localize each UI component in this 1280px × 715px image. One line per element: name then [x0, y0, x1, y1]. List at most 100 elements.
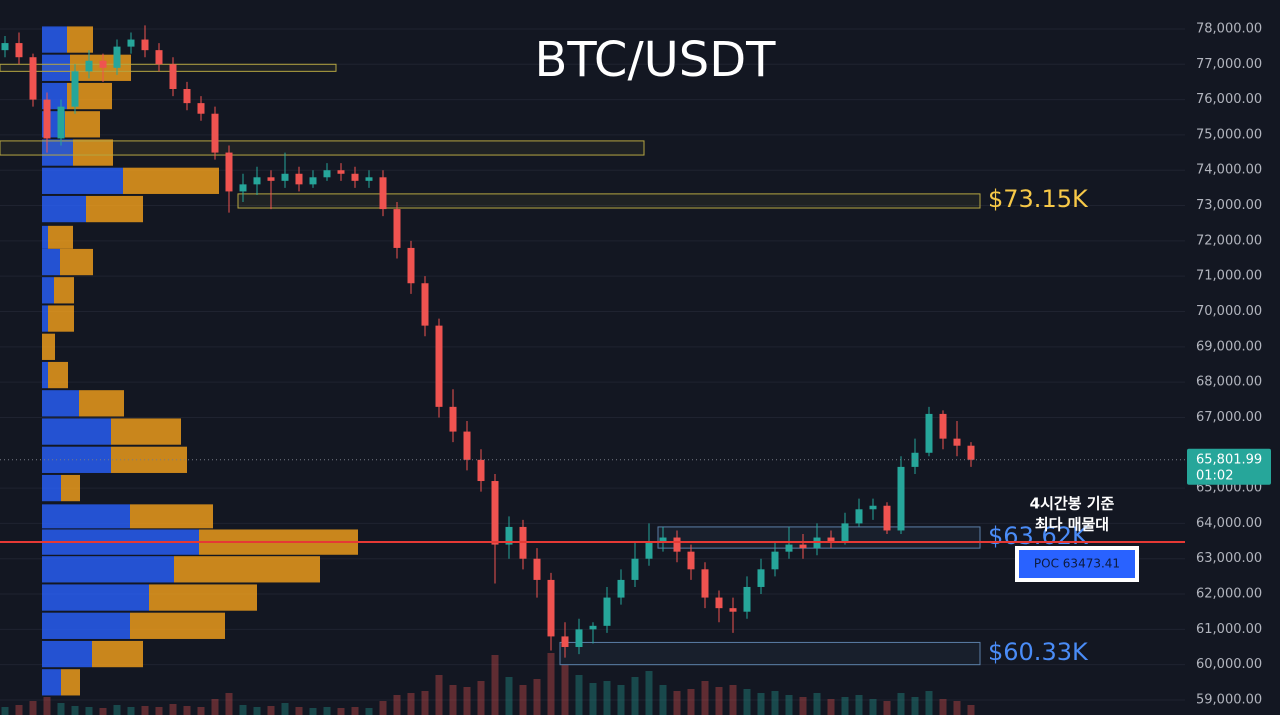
candle-body: [449, 406, 457, 432]
profile-buy: [42, 669, 61, 696]
profile-sell: [67, 26, 93, 53]
volume-bar: [827, 699, 835, 715]
candle-body: [491, 481, 499, 545]
current-price-label: 65,801.99: [1196, 452, 1262, 467]
zone-box: [0, 63, 337, 72]
profile-buy: [42, 167, 123, 194]
volume-bar: [589, 683, 597, 715]
candle-body: [337, 170, 345, 174]
candle-body: [15, 43, 23, 58]
y-tick-label: 76,000.00: [1196, 92, 1262, 107]
volume-bar: [141, 706, 149, 715]
volume-bar: [855, 695, 863, 715]
candle-body: [855, 509, 863, 524]
volume-bar: [169, 704, 177, 715]
candle-body: [897, 466, 905, 531]
profile-buy: [42, 305, 48, 332]
y-tick-label: 74,000.00: [1196, 163, 1262, 178]
profile-buy: [42, 54, 70, 81]
profile-buy: [42, 640, 92, 668]
volume-bar: [393, 695, 401, 715]
profile-sell: [54, 277, 74, 304]
volume-bar: [253, 707, 261, 715]
volume-bar: [883, 701, 891, 715]
volume-bar: [127, 707, 135, 715]
volume-bar: [785, 695, 793, 715]
y-tick-label: 68,000.00: [1196, 375, 1262, 390]
volume-bar: [687, 689, 695, 715]
candle-body: [309, 177, 317, 185]
volume-bar: [463, 687, 471, 715]
profile-sell: [61, 669, 80, 696]
candle-body: [687, 551, 695, 570]
candle-body: [57, 106, 65, 139]
profile-buy: [42, 277, 54, 304]
candle-body: [71, 71, 79, 107]
profile-sell: [65, 111, 100, 138]
y-tick-label: 70,000.00: [1196, 304, 1262, 319]
zones: $73.15K $63.62K $60.33K: [0, 63, 1089, 666]
volume-bar: [351, 707, 359, 715]
candle-body: [85, 60, 93, 72]
volume-bar: [71, 706, 79, 715]
profile-sell: [48, 361, 68, 389]
volume-bar: [239, 705, 247, 715]
profile-buy: [42, 195, 86, 223]
profile-sell: [92, 640, 143, 668]
candle-body: [197, 103, 205, 114]
candle-body: [953, 438, 961, 446]
profile-sell: [130, 504, 213, 529]
volume-bar: [365, 708, 373, 715]
candle-body: [127, 39, 135, 47]
countdown: 01:02: [1196, 468, 1233, 483]
candle-body: [757, 569, 765, 587]
profile-sell: [123, 167, 219, 194]
volume-bar: [267, 706, 275, 715]
annotation: 4시간봉 기준: [1030, 495, 1115, 513]
y-tick-label: 72,000.00: [1196, 233, 1262, 248]
candle-body: [351, 173, 359, 181]
profile-buy: [42, 361, 48, 389]
zone-label: $63.62K: [988, 522, 1089, 550]
candle-body: [379, 177, 387, 210]
y-tick-label: 59,000.00: [1196, 692, 1262, 707]
profile-sell: [48, 305, 74, 332]
volume-bar: [659, 685, 667, 715]
volume-bar: [911, 697, 919, 715]
volume-bar: [897, 693, 905, 715]
candle-body: [99, 60, 107, 68]
candle-body: [547, 579, 555, 637]
candle-body: [407, 247, 415, 284]
profile-buy: [42, 474, 61, 502]
candle-body: [281, 173, 289, 181]
candle-body: [267, 177, 275, 181]
y-tick-label: 67,000.00: [1196, 410, 1262, 425]
volume-bar: [225, 693, 233, 715]
volume-bar: [841, 697, 849, 715]
volume-bar: [603, 681, 611, 715]
volume-bar: [813, 693, 821, 715]
volume-bar: [701, 681, 709, 715]
volume-bar: [673, 691, 681, 715]
volume-bar: [295, 707, 303, 715]
profile-sell: [86, 195, 143, 223]
poc-label: POC 63473.41: [1034, 557, 1120, 571]
volume-bar: [449, 685, 457, 715]
profile-buy: [42, 504, 130, 529]
candle-body: [771, 551, 779, 570]
candle-body: [533, 558, 541, 580]
axis-background: [1185, 0, 1280, 715]
volume-bar: [799, 697, 807, 715]
overlay: BTC/USDT 4시간봉 기준 최다 매물대 POC 63473.41: [0, 32, 1185, 583]
candle-body: [155, 50, 163, 65]
profile-sell: [111, 418, 181, 445]
volume-bar: [505, 677, 513, 715]
volume-bar: [15, 705, 23, 715]
candle-body: [911, 452, 919, 467]
volume-bar: [281, 703, 289, 715]
candle-body: [841, 523, 849, 542]
y-tick-label: 61,000.00: [1196, 622, 1262, 637]
profile-buy: [42, 584, 149, 611]
candle-body: [939, 413, 947, 439]
poc-box: [1019, 550, 1135, 579]
